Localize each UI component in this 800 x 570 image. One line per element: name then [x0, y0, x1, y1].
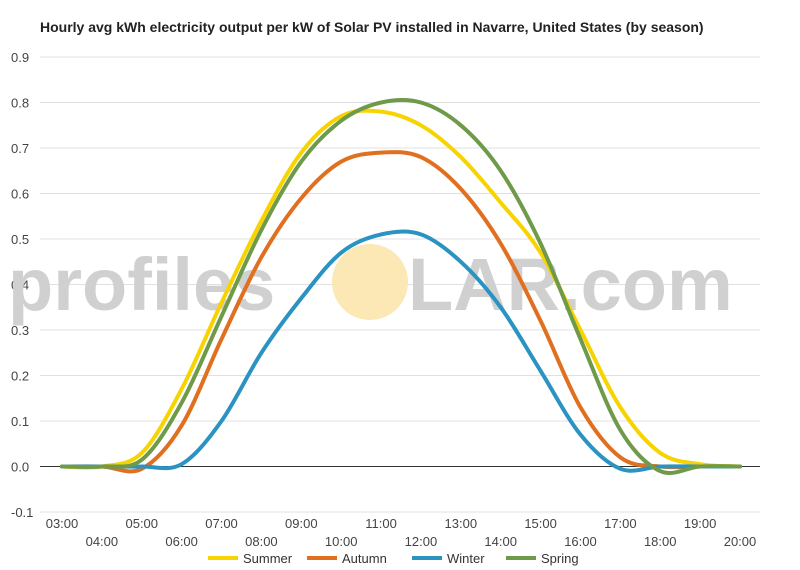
- y-axis-ticks: -0.1 0.0 0.1 0.2 0.3 0.4 0.5 0.6 0.7 0.8 0.9: [11, 50, 33, 520]
- x-tick-label: 20:00: [724, 534, 757, 549]
- y-tick-label: -0.1: [11, 505, 33, 520]
- y-tick-label: 0.9: [11, 50, 29, 65]
- x-tick-label: 14:00: [484, 534, 517, 549]
- watermark: profiles LAR.com: [8, 243, 733, 326]
- series-line-summer: [60, 108, 742, 470]
- x-tick-label: 19:00: [684, 516, 717, 531]
- x-axis-ticks: 03:00 04:00 05:00 06:00 07:00 08:00 09:00 10:00…: [46, 516, 757, 549]
- x-tick-label: 17:00: [604, 516, 637, 531]
- x-tick-label: 09:00: [285, 516, 318, 531]
- y-tick-label: 0.3: [11, 323, 29, 338]
- series-line-spring: [60, 97, 742, 476]
- x-tick-label: 11:00: [365, 516, 397, 531]
- x-tick-label: 06:00: [165, 534, 198, 549]
- y-tick-label: 0.1: [11, 414, 29, 429]
- x-tick-label: 10:00: [325, 534, 358, 549]
- series-line-winter: [60, 229, 742, 473]
- x-tick-label: 04:00: [86, 534, 119, 549]
- y-tick-label: 0.7: [11, 141, 29, 156]
- x-tick-label: 18:00: [644, 534, 677, 549]
- x-tick-label: 16:00: [564, 534, 597, 549]
- x-tick-label: 05:00: [125, 516, 158, 531]
- legend-label: Autumn: [342, 551, 387, 566]
- y-tick-label: 0.4: [11, 278, 29, 293]
- series-line-autumn: [60, 150, 742, 474]
- chart-title: Hourly avg kWh electricity output per kW…: [40, 19, 704, 35]
- legend: Summer Autumn Winter Spring: [208, 551, 579, 566]
- x-tick-label: 07:00: [205, 516, 238, 531]
- y-tick-label: 0.8: [11, 96, 29, 111]
- y-tick-label: 0.5: [11, 232, 29, 247]
- legend-label: Summer: [243, 551, 293, 566]
- y-tick-label: 0.0: [11, 460, 29, 475]
- x-tick-label: 15:00: [524, 516, 557, 531]
- series-lines: [60, 97, 742, 476]
- legend-label: Winter: [447, 551, 485, 566]
- x-tick-label: 03:00: [46, 516, 79, 531]
- y-tick-label: 0.2: [11, 369, 29, 384]
- x-tick-label: 08:00: [245, 534, 278, 549]
- legend-label: Spring: [541, 551, 579, 566]
- y-tick-label: 0.6: [11, 187, 29, 202]
- watermark-sun: [332, 244, 408, 320]
- grid-lines: [40, 56, 760, 513]
- x-tick-label: 12:00: [405, 534, 438, 549]
- x-tick-label: 13:00: [445, 516, 478, 531]
